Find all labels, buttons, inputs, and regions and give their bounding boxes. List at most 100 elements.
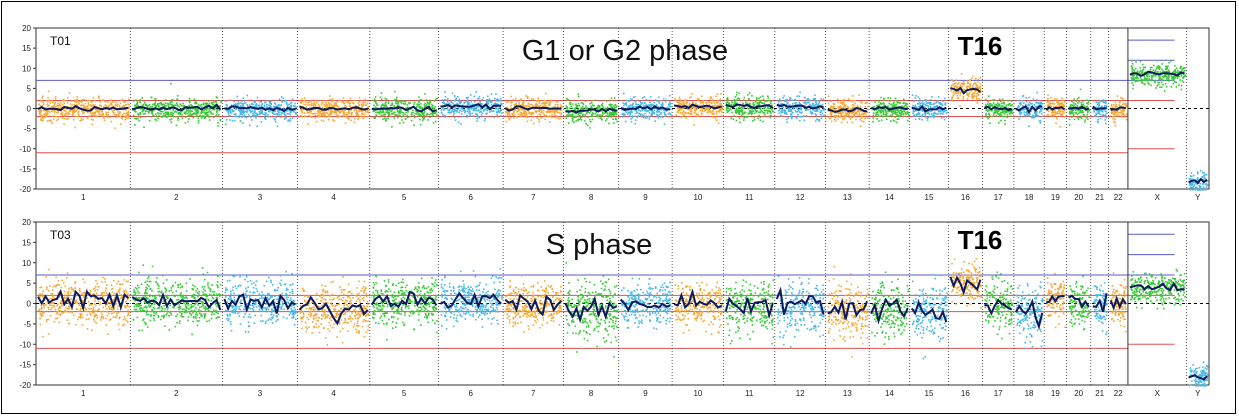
data-point bbox=[991, 115, 993, 118]
data-point bbox=[636, 116, 639, 119]
data-point bbox=[530, 119, 533, 121]
data-point bbox=[758, 111, 760, 113]
data-point bbox=[467, 111, 470, 114]
data-point bbox=[332, 119, 334, 121]
data-point bbox=[142, 105, 144, 108]
data-point bbox=[301, 115, 303, 118]
data-point bbox=[718, 111, 721, 113]
data-point bbox=[396, 104, 399, 106]
data-point bbox=[42, 95, 44, 97]
data-point bbox=[323, 109, 326, 112]
data-point bbox=[538, 110, 540, 113]
data-point bbox=[348, 117, 350, 119]
data-point bbox=[395, 114, 397, 117]
data-point bbox=[307, 112, 310, 114]
data-point bbox=[606, 106, 609, 109]
data-point bbox=[543, 113, 545, 116]
data-point bbox=[918, 113, 920, 116]
data-point bbox=[841, 110, 843, 113]
data-point bbox=[185, 109, 188, 111]
data-point bbox=[716, 93, 719, 95]
data-point bbox=[165, 111, 168, 114]
data-point bbox=[380, 98, 383, 100]
data-point bbox=[875, 113, 878, 115]
data-point bbox=[274, 121, 277, 123]
data-point bbox=[876, 118, 878, 120]
data-point bbox=[759, 96, 762, 98]
data-point bbox=[396, 114, 398, 117]
data-point bbox=[336, 116, 339, 119]
data-point bbox=[842, 101, 844, 104]
data-point bbox=[54, 105, 57, 108]
data-point bbox=[835, 115, 838, 117]
data-point bbox=[107, 114, 109, 116]
data-point bbox=[190, 103, 192, 106]
data-point bbox=[461, 107, 463, 109]
data-point bbox=[108, 104, 111, 106]
data-point bbox=[416, 106, 418, 108]
data-point bbox=[206, 115, 209, 118]
data-point bbox=[903, 105, 906, 107]
data-point bbox=[367, 109, 370, 112]
data-point bbox=[387, 102, 390, 104]
data-point bbox=[747, 115, 749, 118]
data-point bbox=[345, 105, 347, 108]
data-point bbox=[975, 97, 978, 99]
data-point bbox=[533, 108, 535, 111]
data-point bbox=[393, 117, 395, 119]
data-point bbox=[127, 112, 129, 114]
data-point bbox=[747, 98, 750, 101]
data-point bbox=[483, 119, 486, 122]
data-point bbox=[236, 103, 239, 105]
data-point bbox=[887, 97, 889, 99]
data-point bbox=[54, 110, 56, 112]
data-point bbox=[689, 96, 691, 99]
data-point bbox=[701, 112, 703, 115]
data-point bbox=[294, 102, 296, 105]
data-point bbox=[506, 112, 509, 114]
data-point bbox=[327, 109, 330, 112]
data-point bbox=[287, 108, 289, 111]
data-point bbox=[727, 101, 729, 104]
data-point bbox=[1030, 103, 1032, 105]
data-point bbox=[762, 120, 764, 123]
data-point bbox=[604, 107, 606, 110]
data-point bbox=[54, 96, 57, 98]
data-point bbox=[536, 103, 538, 106]
data-point bbox=[755, 101, 757, 103]
data-point bbox=[851, 121, 854, 124]
data-point bbox=[204, 112, 206, 114]
data-point bbox=[704, 107, 707, 110]
data-point bbox=[642, 104, 645, 107]
data-point bbox=[1003, 110, 1005, 113]
data-point bbox=[894, 113, 897, 115]
data-point bbox=[112, 105, 115, 108]
data-point bbox=[435, 98, 437, 101]
data-point bbox=[798, 95, 800, 97]
data-point bbox=[325, 105, 328, 107]
data-point bbox=[162, 115, 165, 117]
data-point bbox=[629, 104, 632, 106]
data-point bbox=[937, 109, 939, 112]
data-point bbox=[817, 104, 819, 107]
data-point bbox=[311, 102, 313, 105]
data-point bbox=[943, 118, 946, 121]
data-point bbox=[163, 109, 166, 111]
data-point bbox=[538, 100, 541, 103]
data-point bbox=[737, 108, 739, 110]
data-point bbox=[212, 103, 215, 106]
data-point bbox=[197, 104, 200, 106]
data-point bbox=[506, 106, 509, 109]
data-point bbox=[366, 111, 369, 114]
data-point bbox=[886, 118, 888, 120]
data-point bbox=[801, 115, 804, 118]
data-point bbox=[498, 111, 500, 113]
data-point bbox=[536, 100, 539, 103]
data-point bbox=[767, 95, 769, 97]
data-point bbox=[346, 100, 348, 103]
data-point bbox=[125, 104, 127, 106]
data-point bbox=[188, 101, 191, 104]
data-point bbox=[847, 108, 850, 110]
data-point bbox=[320, 113, 323, 116]
data-point bbox=[199, 114, 201, 116]
